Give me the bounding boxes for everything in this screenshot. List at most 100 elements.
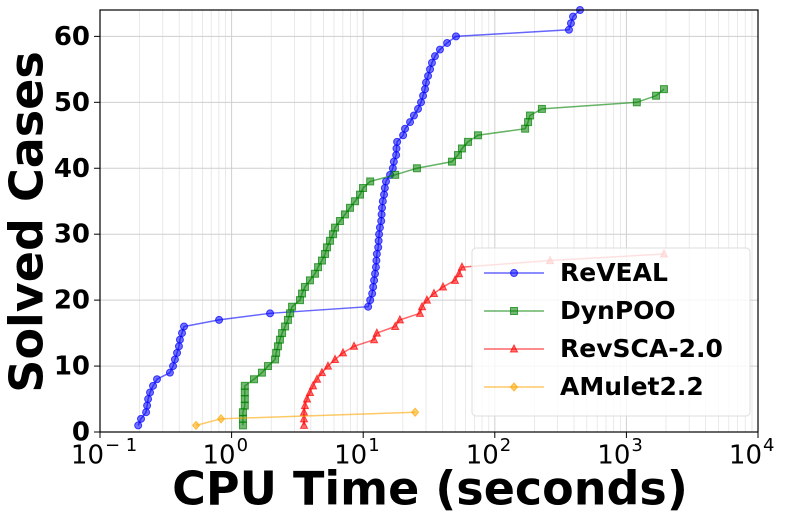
data-point <box>457 144 466 153</box>
data-point <box>448 157 457 166</box>
data-point <box>331 223 340 232</box>
data-point <box>392 144 401 153</box>
data-point <box>266 309 275 318</box>
data-point <box>173 348 182 357</box>
x-tick-label: 10 <box>71 441 104 471</box>
data-point <box>537 104 546 113</box>
data-point <box>335 217 344 225</box>
data-point <box>305 276 314 285</box>
data-point <box>340 210 349 219</box>
data-point <box>659 85 668 94</box>
legend-label: ReVEAL <box>560 258 668 287</box>
data-point <box>632 98 641 107</box>
data-point <box>380 190 389 199</box>
data-point <box>377 217 386 225</box>
data-point <box>374 236 383 245</box>
data-point <box>381 177 390 186</box>
data-point <box>216 414 226 424</box>
data-point <box>457 262 467 271</box>
y-tick-label: 50 <box>54 88 90 118</box>
legend-marker <box>509 343 519 353</box>
data-point <box>564 25 573 34</box>
data-point <box>395 314 405 324</box>
data-point <box>430 52 439 61</box>
data-point <box>412 164 421 173</box>
x-tick-exponent: 1 <box>368 435 379 456</box>
x-tick-label: 10 <box>729 441 762 471</box>
data-point <box>170 355 179 364</box>
data-point <box>410 407 420 417</box>
data-point <box>250 375 259 384</box>
data-point <box>451 32 460 41</box>
data-point <box>240 395 249 404</box>
y-tick-label: 40 <box>54 154 90 184</box>
data-point <box>359 184 368 193</box>
legend-label: DynPOO <box>560 296 676 325</box>
x-tick-label: 10 <box>466 441 499 471</box>
data-point <box>240 388 249 397</box>
data-point <box>298 289 307 298</box>
data-point <box>300 400 310 410</box>
data-point <box>165 368 174 377</box>
data-point <box>435 45 444 54</box>
y-tick-label: 10 <box>54 352 90 382</box>
data-point <box>388 164 397 173</box>
data-point <box>296 296 305 305</box>
data-point <box>422 295 432 304</box>
data-point <box>134 421 143 430</box>
data-point <box>310 269 319 278</box>
legend-label: RevSCA-2.0 <box>560 334 723 363</box>
x-tick-label: 10 <box>203 441 236 471</box>
data-point <box>174 342 183 351</box>
data-point <box>443 38 452 47</box>
data-point <box>317 367 327 377</box>
data-point <box>299 407 309 416</box>
data-point <box>149 381 158 390</box>
data-point <box>372 249 381 258</box>
data-point <box>329 230 338 239</box>
data-point <box>356 190 365 199</box>
data-point <box>374 243 383 252</box>
data-point <box>392 151 401 160</box>
x-tick-exponent: − 1 <box>105 435 137 456</box>
data-point <box>314 263 323 272</box>
data-point <box>438 281 448 291</box>
x-tick-label: 10 <box>334 441 367 471</box>
x-tick-exponent: 3 <box>631 435 642 456</box>
data-point <box>278 329 287 338</box>
data-point <box>305 387 315 396</box>
y-tick-label: 20 <box>54 286 90 316</box>
data-point <box>450 275 460 284</box>
data-point <box>370 276 379 285</box>
data-point <box>325 236 334 245</box>
data-point <box>364 302 373 311</box>
legend: ReVEAL DynPOO RevSCA-2.0 AMulet2.2 <box>471 247 751 417</box>
data-point <box>191 420 201 431</box>
data-point <box>566 19 575 28</box>
data-point <box>521 124 530 133</box>
data-point <box>366 177 375 186</box>
data-point <box>427 58 436 67</box>
data-point <box>321 249 330 258</box>
plot-frame <box>99 9 759 433</box>
data-point <box>652 91 661 100</box>
data-point <box>368 289 377 298</box>
y-tick-label: 60 <box>54 22 90 52</box>
data-point <box>371 263 380 272</box>
data-point <box>417 301 427 311</box>
data-point <box>175 335 184 344</box>
legend-marker <box>509 382 519 392</box>
data-point <box>351 197 360 206</box>
data-point <box>143 401 152 410</box>
data-point <box>421 85 430 94</box>
data-point <box>299 413 309 423</box>
x-tick-label: 10 <box>597 441 630 471</box>
data-point <box>389 157 398 166</box>
data-point <box>238 408 247 417</box>
legend-box <box>471 247 751 417</box>
data-point <box>338 347 348 357</box>
x-tick-exponent: 2 <box>500 435 511 456</box>
data-point <box>414 104 423 113</box>
data-point <box>152 375 161 384</box>
data-point <box>271 355 280 364</box>
